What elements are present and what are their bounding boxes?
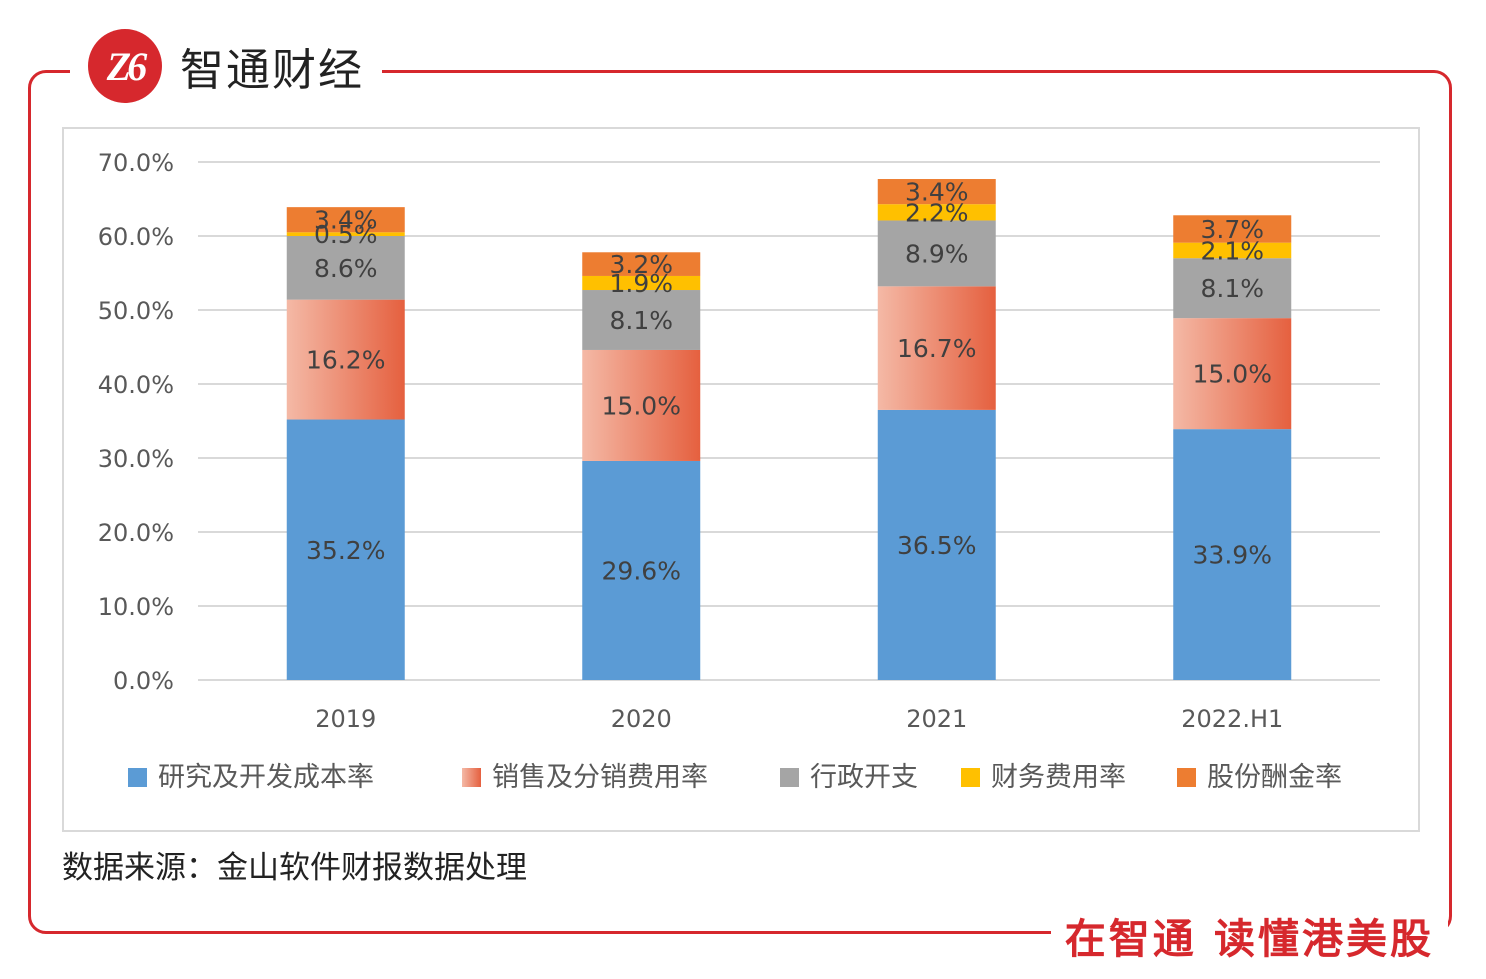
legend-swatch [462,768,481,787]
bar-segment [1173,242,1292,259]
data-label: 8.1% [609,306,673,335]
bar-segment [286,299,405,420]
bar-segment [286,207,405,233]
y-tick-label: 10.0% [98,593,174,621]
data-label: 3.2% [609,250,673,279]
data-label: 35.2% [306,536,385,565]
bars [286,179,1292,680]
chart-container: 0.0% 10.0% 20.0% 30.0% 40.0% 50.0% 60.0% 70.0% … [62,127,1420,832]
bar-segment [877,179,996,205]
bar-segment [1173,215,1292,243]
bar-segment [877,409,996,680]
bar-segment [582,252,701,276]
legend-label: 股份酬金率 [1207,762,1342,793]
data-label: 1.9% [609,269,673,298]
x-tick-label: 2019 [315,705,376,733]
bar-segment [582,290,701,350]
legend-label: 销售及分销费用率 [492,762,708,793]
legend-swatch [780,768,799,787]
red-frame [28,70,1452,934]
data-label: 36.5% [897,531,976,560]
bar-segment [286,419,405,680]
x-tick-label: 2020 [611,705,672,733]
brand-logo: Z6 [88,29,162,103]
data-label: 0.5% [314,220,378,249]
data-label: 15.0% [602,391,681,420]
legend-label: 财务费用率 [991,762,1126,793]
bar-segment [286,236,405,300]
bar-segment [286,232,405,236]
bar-segment [582,275,701,291]
legend-swatch [128,768,147,787]
data-source-note: 数据来源：金山软件财报数据处理 [62,850,527,886]
legend-label: 研究及开发成本率 [158,762,374,793]
bar-segment [877,204,996,221]
y-tick-label: 0.0% [113,667,174,695]
bar-segment [582,349,701,461]
data-label: 33.9% [1193,541,1272,570]
data-label: 8.6% [314,254,378,283]
legend-swatch [961,768,980,787]
bar-segment [582,460,701,680]
x-tick-label: 2021 [906,705,967,733]
y-tick-label: 50.0% [98,297,174,325]
data-label: 2.1% [1200,236,1264,265]
legend-swatch [1177,768,1196,787]
x-axis: 2019 2020 2021 2022.H1 [315,705,1283,733]
y-tick-label: 70.0% [98,149,174,177]
slogan: 在智通 读懂港美股 [1050,905,1448,965]
legend-label: 行政开支 [810,762,918,793]
data-label: 8.9% [905,239,969,268]
y-tick-label: 40.0% [98,371,174,399]
data-label: 8.1% [1200,274,1264,303]
stacked-bar-chart: 0.0%10.0%20.0%30.0%40.0%50.0%60.0%70.0% … [98,149,1380,793]
y-tick-label: 30.0% [98,445,174,473]
data-label: 29.6% [602,556,681,585]
data-label: 16.2% [306,346,385,375]
bar-segment [1173,429,1292,680]
y-tick-label: 20.0% [98,519,174,547]
brand-name: 智通财经 [180,45,364,96]
bar-segment [1173,258,1292,319]
bar-segment [877,286,996,410]
legend: 研究及开发成本率 销售及分销费用率 行政开支 财务费用率 股份酬金率 [128,762,1342,793]
bar-segment [877,220,996,287]
y-tick-label: 60.0% [98,223,174,251]
brand-header: Z6 智通财经 [70,20,382,112]
x-tick-label: 2022.H1 [1181,705,1283,733]
data-label: 3.4% [314,206,378,235]
data-label: 15.0% [1193,360,1272,389]
brand-logo-text: Z6 [106,43,147,89]
data-label: 3.7% [1200,215,1264,244]
data-label: 2.2% [905,198,969,227]
data-label: 3.4% [905,178,969,207]
data-labels: 35.2%16.2%8.6%0.5%3.4%29.6%15.0%8.1%1.9%… [306,178,1272,586]
data-label: 16.7% [897,334,976,363]
bar-segment [1173,318,1292,430]
